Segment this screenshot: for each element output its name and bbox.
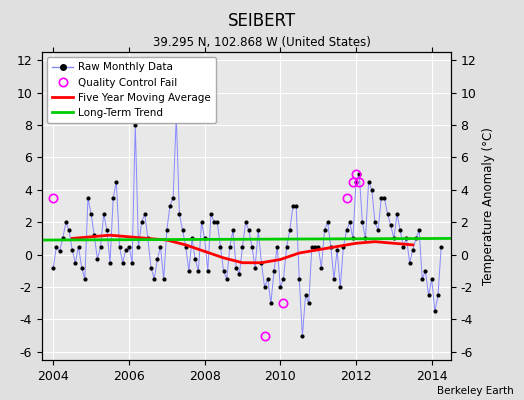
Text: Berkeley Earth: Berkeley Earth: [437, 386, 514, 396]
Text: 39.295 N, 102.868 W (United States): 39.295 N, 102.868 W (United States): [153, 36, 371, 49]
Legend: Raw Monthly Data, Quality Control Fail, Five Year Moving Average, Long-Term Tren: Raw Monthly Data, Quality Control Fail, …: [47, 57, 216, 123]
Text: SEIBERT: SEIBERT: [228, 12, 296, 30]
Y-axis label: Temperature Anomaly (°C): Temperature Anomaly (°C): [482, 127, 495, 285]
